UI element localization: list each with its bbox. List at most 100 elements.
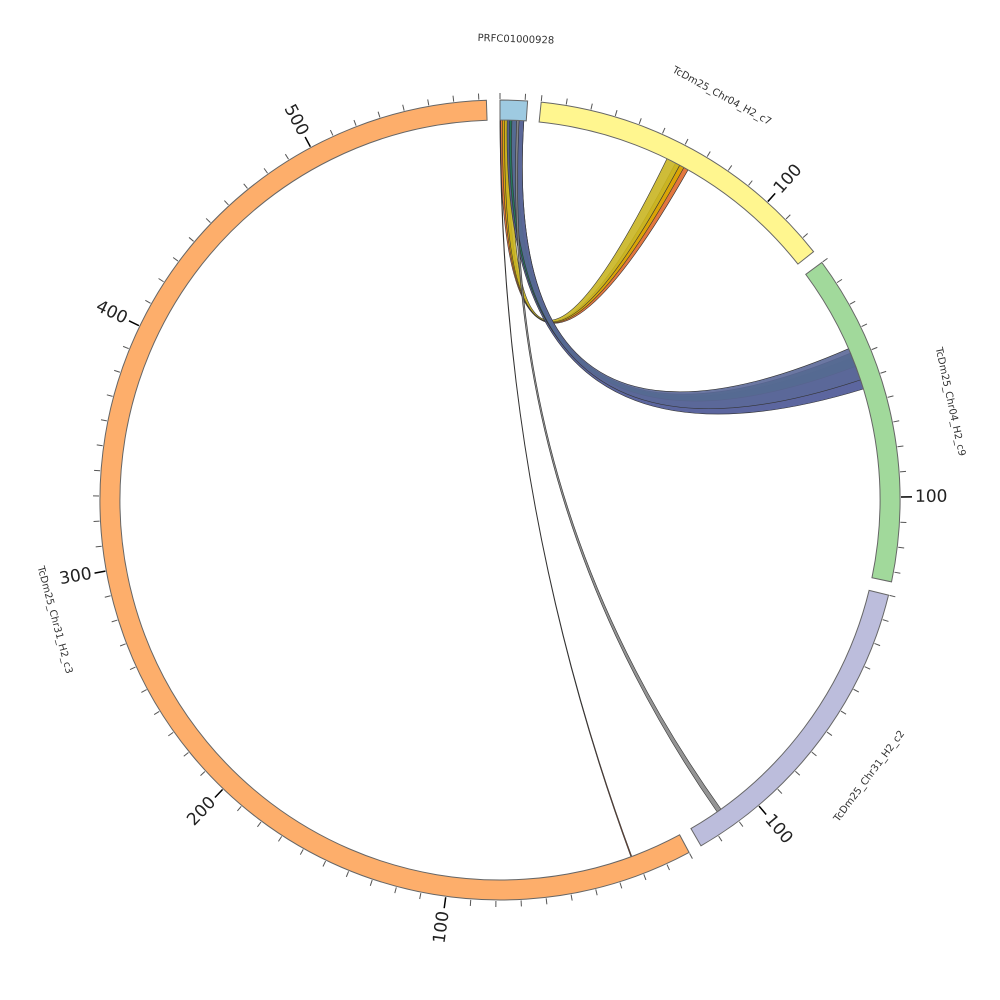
minor-tick <box>322 860 327 867</box>
minor-tick <box>188 237 194 242</box>
minor-tick <box>882 619 889 622</box>
minor-tick <box>111 619 118 623</box>
major-tick <box>214 788 224 798</box>
minor-tick <box>145 299 151 304</box>
minor-tick <box>777 788 783 794</box>
minor-tick <box>898 546 905 549</box>
minor-tick <box>897 445 904 448</box>
minor-tick <box>419 893 422 900</box>
minor-tick <box>643 874 647 881</box>
minor-tick <box>257 821 262 828</box>
minor-tick <box>106 394 113 397</box>
minor-tick <box>894 571 901 574</box>
minor-tick <box>237 806 242 812</box>
minor-tick <box>299 849 304 855</box>
minor-tick <box>871 346 878 351</box>
ideogram <box>805 261 901 583</box>
ideogram-label: PRFC01000928 <box>477 33 554 47</box>
minor-tick <box>141 689 147 693</box>
minor-tick <box>369 879 373 886</box>
minor-tick <box>689 853 693 859</box>
major-tick <box>304 136 311 148</box>
minor-tick <box>263 168 268 174</box>
minor-tick <box>595 889 598 896</box>
minor-tick <box>887 395 894 398</box>
minor-tick <box>570 894 573 901</box>
minor-tick <box>183 752 189 757</box>
minor-tick <box>795 770 801 776</box>
minor-tick <box>853 688 860 693</box>
major-tick <box>443 897 447 909</box>
minor-tick <box>329 129 334 136</box>
minor-tick <box>849 300 856 305</box>
minor-tick <box>119 643 126 647</box>
link-ribbon <box>515 120 722 813</box>
minor-tick <box>748 180 753 186</box>
ideogram <box>690 589 890 847</box>
ideogram <box>538 101 815 265</box>
minor-tick <box>811 751 817 757</box>
ideogram-label: TcDm25_Chr04_H2_c9 <box>932 345 967 457</box>
minor-tick <box>153 711 160 716</box>
tick-label: 200 <box>183 793 220 830</box>
minor-tick <box>278 836 283 842</box>
minor-tick <box>864 666 871 670</box>
minor-tick <box>172 257 179 262</box>
major-tick <box>767 192 776 203</box>
ideogram <box>499 99 529 122</box>
minor-tick <box>840 710 847 715</box>
tick-label: 400 <box>93 296 131 328</box>
tick-label: 100 <box>429 910 453 945</box>
minor-tick <box>452 95 455 102</box>
minor-tick <box>394 887 397 894</box>
minor-tick <box>727 165 733 171</box>
ideogram-label: TcDm25_Chr04_H2_c7 <box>669 64 772 128</box>
minor-tick <box>590 103 593 110</box>
minor-tick <box>889 594 896 598</box>
minor-tick <box>168 731 174 737</box>
ideogram <box>99 99 690 901</box>
minor-tick <box>718 835 723 842</box>
tick-label: 500 <box>280 101 313 139</box>
minor-tick <box>200 771 206 776</box>
minor-tick <box>826 731 833 736</box>
minor-tick <box>638 118 642 125</box>
minor-tick <box>662 127 666 134</box>
minor-tick <box>684 138 689 145</box>
minor-tick <box>402 104 405 111</box>
minor-tick <box>96 444 103 447</box>
tick-label: 100 <box>760 810 796 848</box>
minor-tick <box>104 595 111 598</box>
minor-tick <box>861 323 868 328</box>
minor-tick <box>114 369 121 373</box>
minor-tick <box>377 111 381 118</box>
minor-tick <box>353 119 357 126</box>
minor-tick <box>874 642 881 647</box>
minor-tick <box>619 882 623 889</box>
minor-tick <box>540 95 543 102</box>
ideogram-label: TcDm25_Chr31_H2_c2 <box>831 729 907 825</box>
minor-tick <box>427 99 430 106</box>
minor-tick <box>100 419 107 422</box>
major-tick <box>758 805 767 815</box>
minor-tick <box>738 821 744 827</box>
minor-tick <box>565 98 568 105</box>
minor-tick <box>836 278 843 284</box>
minor-tick <box>880 370 887 374</box>
minor-tick <box>205 218 211 223</box>
minor-tick <box>224 200 229 206</box>
minor-tick <box>345 871 350 878</box>
major-tick <box>128 320 140 327</box>
minor-tick <box>243 183 248 189</box>
minor-tick <box>893 420 900 423</box>
minor-tick <box>666 864 670 871</box>
minor-tick <box>284 153 289 160</box>
minor-tick <box>822 257 828 263</box>
major-tick <box>94 570 106 574</box>
minor-tick <box>706 151 711 157</box>
minor-tick <box>545 898 548 905</box>
tick-label: 100 <box>770 160 807 198</box>
tick-label: 300 <box>58 564 93 589</box>
minor-tick <box>802 233 808 238</box>
